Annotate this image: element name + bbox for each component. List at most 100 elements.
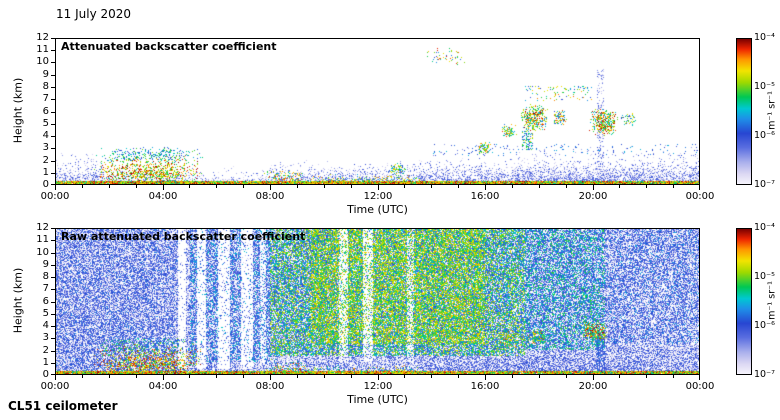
colorbar-unit-label-top: m⁻¹ sr⁻¹: [766, 91, 778, 130]
colorbar-tick-label: 10⁻⁷: [754, 179, 775, 190]
x-tick: [351, 375, 352, 378]
x-tick: [82, 185, 83, 188]
x-tick: [673, 375, 674, 378]
y-tick: [51, 184, 55, 185]
x-tick: [431, 375, 432, 378]
plot-raw-attenuated-backscatter: Raw attenuated backscatter coefficient: [55, 228, 700, 375]
x-tick: [619, 375, 620, 378]
x-tick-label: 12:00: [363, 381, 393, 392]
x-tick: [189, 185, 190, 188]
y-tick: [51, 253, 55, 254]
y-tick: [51, 161, 55, 162]
y-tick: [51, 363, 55, 364]
heatmap-attenuated-backscatter: [56, 39, 699, 184]
y-tick-label: 2: [42, 155, 49, 166]
colorbar-tick-label: 10⁻⁶: [754, 320, 775, 331]
y-tick-label: 3: [42, 332, 49, 343]
x-tick: [646, 375, 647, 378]
plot-attenuated-backscatter: Attenuated backscatter coefficient: [55, 38, 700, 185]
x-tick: [297, 185, 298, 188]
y-tick: [51, 228, 55, 229]
y-tick: [51, 38, 55, 39]
y-tick-label: 5: [42, 308, 49, 319]
y-tick: [51, 314, 55, 315]
y-tick-label: 8: [42, 271, 49, 282]
y-tick: [51, 148, 55, 149]
x-tick: [512, 185, 513, 188]
x-tick: [539, 185, 540, 188]
x-tick: [55, 185, 56, 190]
y-tick: [51, 351, 55, 352]
y-tick: [51, 87, 55, 88]
y-tick: [51, 62, 55, 63]
y-tick-label: 8: [42, 81, 49, 92]
x-tick: [458, 375, 459, 378]
x-tick: [136, 375, 137, 378]
x-tick-label: 00:00: [685, 191, 715, 202]
colorbar-tick-label: 10⁻⁴: [754, 222, 775, 233]
y-tick: [51, 302, 55, 303]
colorbar-tick-label: 10⁻⁴: [754, 32, 775, 43]
x-tick-label: 00:00: [40, 191, 70, 202]
x-tick: [646, 185, 647, 188]
x-tick: [699, 185, 700, 190]
y-tick-label: 2: [42, 345, 49, 356]
y-tick: [51, 99, 55, 100]
x-axis-label-top-panel: Time (UTC): [347, 203, 408, 216]
y-tick-label: 10: [36, 247, 49, 258]
y-axis-label-bottom-panel: Height (km): [11, 267, 25, 334]
x-tick: [109, 185, 110, 188]
x-tick: [619, 185, 620, 188]
y-tick: [51, 338, 55, 339]
x-tick-label: 16:00: [470, 191, 500, 202]
x-tick: [351, 185, 352, 188]
x-tick: [163, 185, 164, 190]
y-tick-label: 0: [42, 369, 49, 380]
y-tick: [51, 50, 55, 51]
y-tick-label: 1: [42, 357, 49, 368]
colorbar-tick-label: 10⁻⁵: [754, 271, 775, 282]
x-tick: [163, 375, 164, 380]
y-tick: [51, 124, 55, 125]
y-tick-label: 6: [42, 296, 49, 307]
y-tick-label: 9: [42, 69, 49, 80]
title-attenuated-backscatter: Attenuated backscatter coefficient: [61, 40, 277, 53]
x-tick: [566, 375, 567, 378]
y-tick-label: 12: [36, 222, 49, 233]
y-tick-label: 11: [36, 234, 49, 245]
heatmap-raw-attenuated-backscatter: [56, 229, 699, 374]
y-tick-label: 4: [42, 130, 49, 141]
x-tick: [378, 185, 379, 190]
x-tick: [324, 185, 325, 188]
y-tick-label: 12: [36, 32, 49, 43]
x-tick-label: 00:00: [685, 381, 715, 392]
y-tick-label: 10: [36, 56, 49, 67]
x-tick: [485, 375, 486, 380]
y-tick: [51, 136, 55, 137]
x-tick: [216, 185, 217, 188]
x-tick-label: 20:00: [578, 381, 608, 392]
colorbar-tick-label: 10⁻⁶: [754, 130, 775, 141]
x-tick-label: 04:00: [148, 381, 178, 392]
y-tick: [51, 75, 55, 76]
x-tick: [673, 185, 674, 188]
y-tick: [51, 289, 55, 290]
x-axis-label-bottom-panel: Time (UTC): [347, 393, 408, 406]
y-tick: [51, 112, 55, 113]
y-tick-label: 0: [42, 179, 49, 190]
x-tick: [593, 185, 594, 190]
x-tick: [243, 185, 244, 188]
y-tick-label: 5: [42, 118, 49, 129]
x-tick: [699, 375, 700, 380]
x-tick: [431, 185, 432, 188]
y-tick-label: 4: [42, 320, 49, 331]
title-raw-attenuated-backscatter: Raw attenuated backscatter coefficient: [61, 230, 306, 243]
x-tick: [55, 375, 56, 380]
x-tick: [404, 375, 405, 378]
x-tick: [593, 375, 594, 380]
x-tick: [404, 185, 405, 188]
y-tick: [51, 326, 55, 327]
x-tick: [270, 375, 271, 380]
y-tick: [51, 265, 55, 266]
